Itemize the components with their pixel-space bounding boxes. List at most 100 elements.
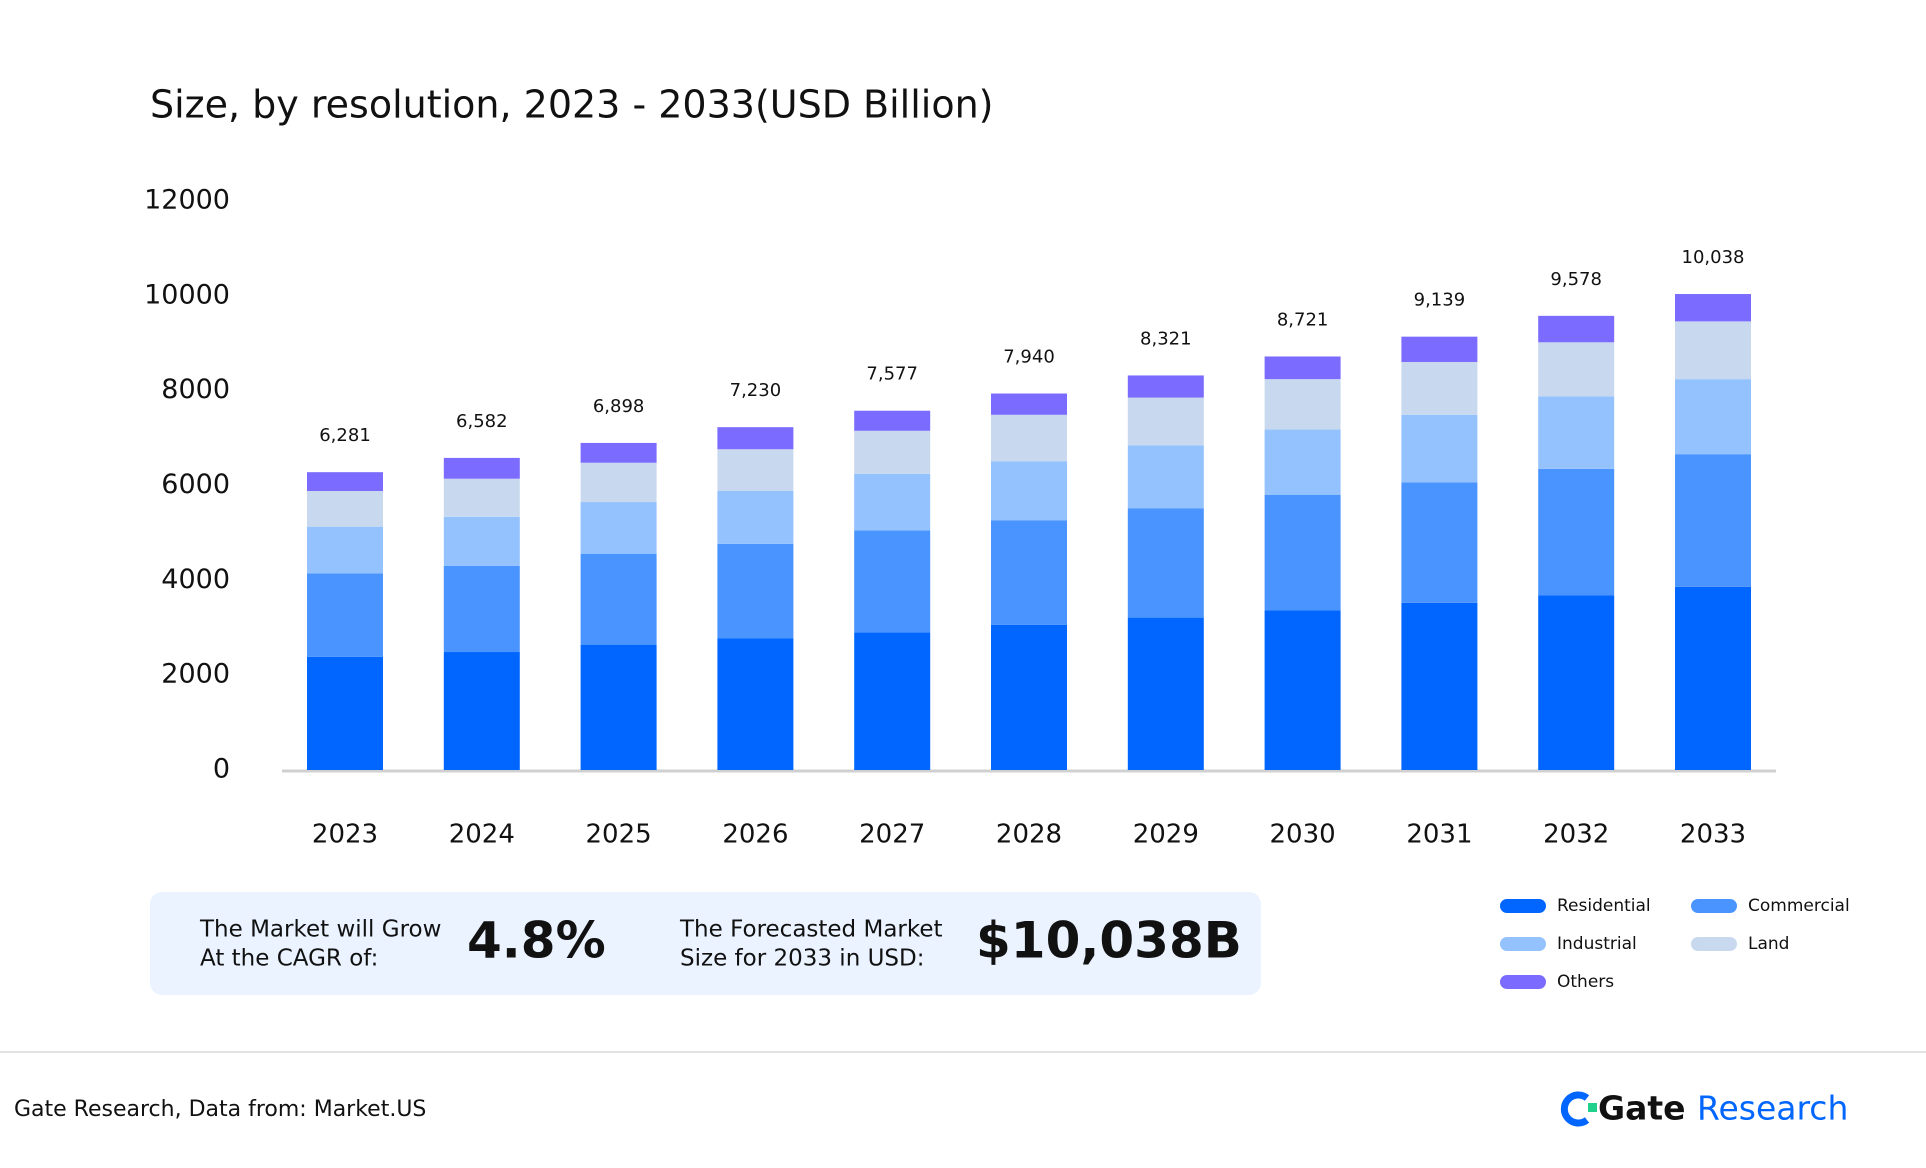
forecast-label: The Forecasted Market — [679, 917, 943, 943]
x-tick-label: 2033 — [1680, 820, 1746, 850]
x-tick-label: 2023 — [312, 820, 378, 850]
bar-segment — [307, 526, 383, 574]
bar-segment — [1538, 342, 1615, 397]
bar-segment — [854, 530, 931, 633]
bar-segment — [717, 427, 794, 450]
logo-icon — [1560, 1091, 1590, 1127]
bar-segment — [443, 478, 520, 517]
total-label: 7,230 — [730, 380, 782, 401]
bar-segment — [443, 652, 520, 770]
legend-label: Industrial — [1557, 934, 1637, 954]
bar-segment — [717, 543, 794, 639]
summary-box — [150, 892, 1261, 995]
total-label: 9,578 — [1550, 269, 1602, 290]
total-label: 6,582 — [456, 411, 508, 432]
bar-segment — [1401, 482, 1478, 603]
bar-segment — [1675, 294, 1751, 322]
bar-segment — [580, 502, 657, 554]
logo: Gate Research — [1560, 1089, 1848, 1128]
total-label: 7,940 — [1003, 347, 1055, 368]
bar-segment — [1401, 336, 1478, 362]
legend-label: Others — [1557, 972, 1614, 992]
bar-segment — [991, 624, 1067, 770]
legend-label: Commercial — [1748, 896, 1850, 916]
bar-segment — [1127, 397, 1204, 446]
bar-segment — [307, 573, 383, 657]
bar-segment — [1401, 602, 1478, 770]
x-tick-label: 2032 — [1543, 820, 1609, 850]
total-label: 8,721 — [1277, 309, 1329, 330]
y-tick-label: 4000 — [161, 564, 230, 595]
bar-segment — [1675, 321, 1751, 380]
total-label: 9,139 — [1414, 290, 1466, 311]
bar-segment — [1538, 468, 1615, 596]
bar-segment — [1538, 396, 1615, 469]
bar-segment — [307, 491, 383, 527]
bar-segment — [1127, 617, 1204, 770]
forecast-label: Size for 2033 in USD: — [680, 946, 924, 972]
x-tick-label: 2024 — [449, 820, 515, 850]
bar-segment — [580, 553, 657, 645]
bar-segment — [854, 473, 931, 531]
bar-segment — [1401, 414, 1478, 483]
legend-label: Residential — [1557, 896, 1651, 916]
bar-segment — [1264, 379, 1341, 430]
bar-segment — [1675, 454, 1751, 587]
bar-segment — [854, 632, 931, 770]
cagr-value: 4.8% — [467, 912, 606, 970]
bar-segment — [1264, 356, 1341, 380]
bar-segment — [1538, 595, 1615, 770]
source: Gate Research, Data from: Market.US — [14, 1097, 426, 1122]
bar-segment — [717, 638, 794, 770]
x-tick-label: 2029 — [1133, 820, 1199, 850]
x-tick-label: 2027 — [859, 820, 925, 850]
bar-segment — [443, 565, 520, 653]
forecast-value: $10,038B — [976, 912, 1242, 970]
x-tick-label: 2026 — [722, 820, 788, 850]
bar-segment — [443, 516, 520, 566]
bar-segment — [1264, 610, 1341, 770]
x-tick-label: 2030 — [1270, 820, 1336, 850]
logo-icon — [1588, 1103, 1597, 1112]
bar-segment — [991, 414, 1067, 462]
bar-segment — [580, 442, 657, 463]
bar-segment — [717, 491, 794, 544]
total-label: 10,038 — [1682, 247, 1745, 268]
x-tick-label: 2028 — [996, 820, 1062, 850]
bar-segment — [1127, 508, 1204, 618]
bar-segment — [580, 644, 657, 770]
legend-label: Land — [1748, 934, 1789, 954]
x-tick-label: 2025 — [586, 820, 652, 850]
bar-segment — [1401, 361, 1478, 415]
y-tick-label: 10000 — [144, 279, 230, 310]
bar-segment — [854, 430, 931, 474]
x-tick-label: 2031 — [1406, 820, 1472, 850]
total-label: 6,281 — [319, 425, 371, 446]
bar-segment — [991, 393, 1067, 415]
y-tick-label: 8000 — [161, 374, 230, 405]
bar-segment — [1675, 379, 1751, 455]
bar-segment — [991, 461, 1067, 521]
bar-segment — [1675, 586, 1751, 770]
legend-swatch — [1691, 899, 1737, 913]
bar-segment — [854, 410, 931, 431]
brand: Gate — [1598, 1089, 1686, 1128]
bar-segment — [991, 520, 1067, 625]
bar-segment — [1127, 375, 1204, 398]
legend-swatch — [1691, 937, 1737, 951]
brand-suffix: Research — [1697, 1089, 1848, 1128]
legend-swatch — [1500, 899, 1546, 913]
bar-segment — [1127, 445, 1204, 509]
bar-segment — [717, 449, 794, 492]
y-tick-label: 2000 — [161, 659, 230, 690]
bar-segment — [1538, 315, 1615, 343]
y-tick-label: 12000 — [144, 185, 230, 216]
bar-segment — [580, 462, 657, 503]
chart-title: Size, by resolution, 2023 - 2033(USD Bil… — [150, 83, 994, 127]
bar-segment — [307, 656, 383, 770]
cagr-label: At the CAGR of: — [200, 946, 378, 972]
bar-segment — [1264, 494, 1341, 611]
bar-segment — [307, 472, 383, 492]
